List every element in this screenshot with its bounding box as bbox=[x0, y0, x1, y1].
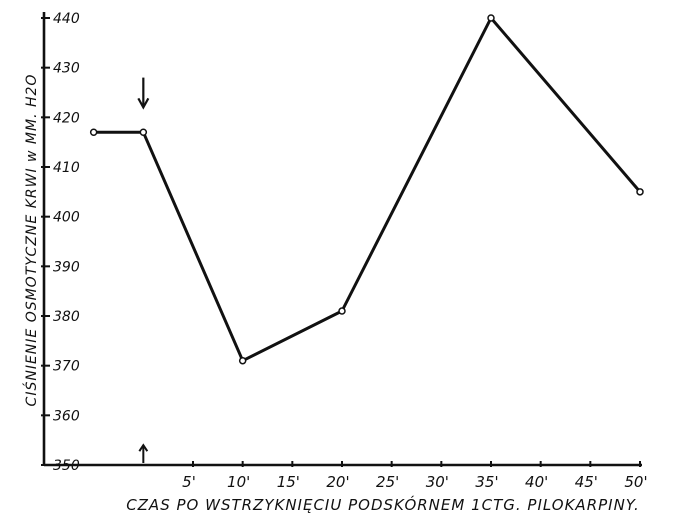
injection-arrow-up-head bbox=[138, 443, 149, 452]
y-tick-label: 350 bbox=[53, 458, 80, 474]
y-tick-label: 400 bbox=[53, 210, 80, 226]
x-axis-ticks: 5' 10' 15' 20' 25' 30' 35' 40' 45' 50' bbox=[182, 461, 648, 491]
x-tick-label: 20' bbox=[326, 473, 349, 491]
y-axis-ticks: 350 360 370 380 390 400 410 420 430 440 bbox=[41, 11, 80, 474]
data-point bbox=[238, 356, 247, 365]
y-tick-label: 370 bbox=[53, 359, 80, 375]
x-tick-label: 5' bbox=[182, 473, 196, 491]
data-point bbox=[487, 14, 495, 22]
data-point bbox=[636, 188, 644, 196]
y-tick-label: 380 bbox=[53, 309, 80, 325]
y-tick-label: 390 bbox=[53, 259, 80, 275]
y-tick-label: 360 bbox=[53, 408, 80, 424]
annotation-layer bbox=[137, 77, 150, 463]
x-tick-label: 45' bbox=[575, 473, 598, 491]
y-tick-label: 430 bbox=[53, 61, 80, 77]
axes bbox=[42, 12, 642, 467]
y-tick-label: 420 bbox=[53, 110, 80, 126]
x-tick-label: 40' bbox=[525, 473, 548, 491]
x-tick-label: 25' bbox=[376, 473, 399, 491]
y-axis-title: CIŚNIENIE OSMOTYCZNE KRWI w MM. H2O bbox=[22, 74, 40, 407]
data-point bbox=[338, 307, 346, 315]
x-tick-label: 30' bbox=[426, 473, 449, 491]
x-tick-label: 35' bbox=[475, 473, 498, 491]
series-layer bbox=[89, 14, 644, 365]
injection-arrow-down-head bbox=[137, 97, 150, 110]
data-point bbox=[89, 128, 98, 136]
x-tick-label: 15' bbox=[277, 473, 300, 491]
data-point bbox=[139, 128, 148, 136]
y-tick-label: 440 bbox=[53, 11, 80, 27]
x-axis-title: CZAS PO WSTRZYKNIĘCIU PODSKÓRNEM 1CTG. P… bbox=[126, 495, 640, 514]
x-tick-label: 50' bbox=[624, 473, 647, 491]
x-tick-label: 10' bbox=[227, 473, 250, 491]
series-line bbox=[92, 16, 642, 363]
y-tick-label: 410 bbox=[53, 160, 80, 176]
